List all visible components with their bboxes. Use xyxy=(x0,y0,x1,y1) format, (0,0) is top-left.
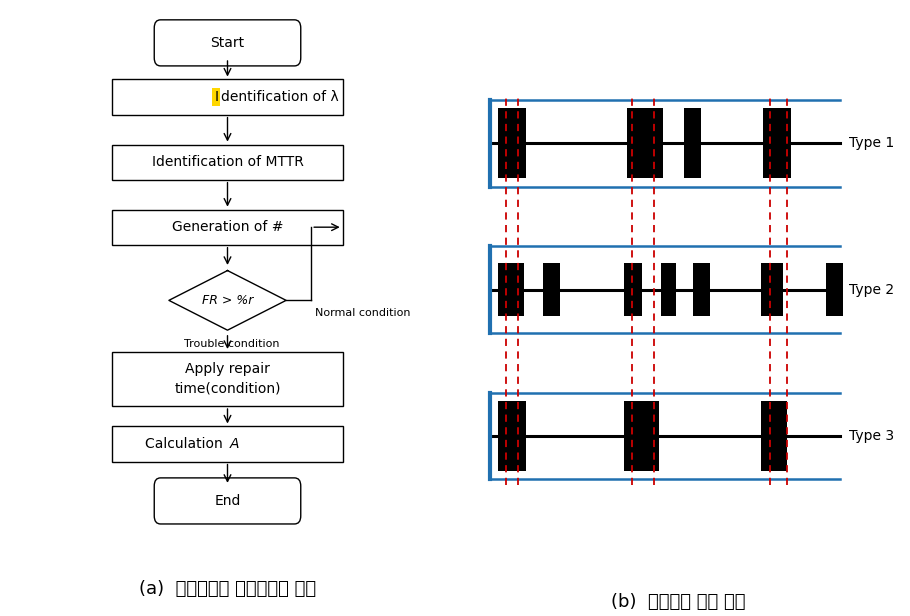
Bar xyxy=(113,209,343,245)
Bar xyxy=(762,401,787,471)
Text: FR > %r: FR > %r xyxy=(202,294,253,307)
Text: Apply repair
time(condition): Apply repair time(condition) xyxy=(174,362,281,395)
Text: (b)  고장발생 기본 유형: (b) 고장발생 기본 유형 xyxy=(611,593,745,611)
Text: Trouble condition: Trouble condition xyxy=(184,339,279,349)
Bar xyxy=(499,108,526,178)
Bar xyxy=(825,262,843,317)
Bar xyxy=(499,401,526,471)
Bar xyxy=(627,108,663,178)
Text: (a)  몬테카를로 시뮬레이션 기법: (a) 몬테카를로 시뮬레이션 기법 xyxy=(139,580,316,598)
Text: Generation of #: Generation of # xyxy=(172,220,283,234)
Bar xyxy=(113,79,343,115)
Bar xyxy=(661,262,676,317)
Bar xyxy=(763,108,792,178)
Text: I: I xyxy=(214,90,218,104)
Bar xyxy=(113,145,343,180)
Text: Identification of MTTR: Identification of MTTR xyxy=(152,155,303,169)
Text: Calculation: Calculation xyxy=(146,437,228,451)
FancyBboxPatch shape xyxy=(155,20,301,66)
Bar xyxy=(624,401,659,471)
Bar xyxy=(624,262,642,317)
Text: Type 3: Type 3 xyxy=(849,429,895,443)
Text: Start: Start xyxy=(210,36,245,50)
Text: Type 2: Type 2 xyxy=(849,283,895,296)
Text: dentification of λ: dentification of λ xyxy=(221,90,339,104)
Text: End: End xyxy=(215,494,240,508)
Bar xyxy=(543,262,561,317)
FancyBboxPatch shape xyxy=(155,478,301,524)
Bar xyxy=(762,262,783,317)
Bar xyxy=(113,426,343,461)
Bar xyxy=(693,262,710,317)
Bar xyxy=(113,352,343,406)
Text: A: A xyxy=(229,437,239,451)
Text: Normal condition: Normal condition xyxy=(316,309,411,318)
Bar xyxy=(499,262,524,317)
Text: Type 1: Type 1 xyxy=(849,136,895,150)
Bar xyxy=(684,108,702,178)
